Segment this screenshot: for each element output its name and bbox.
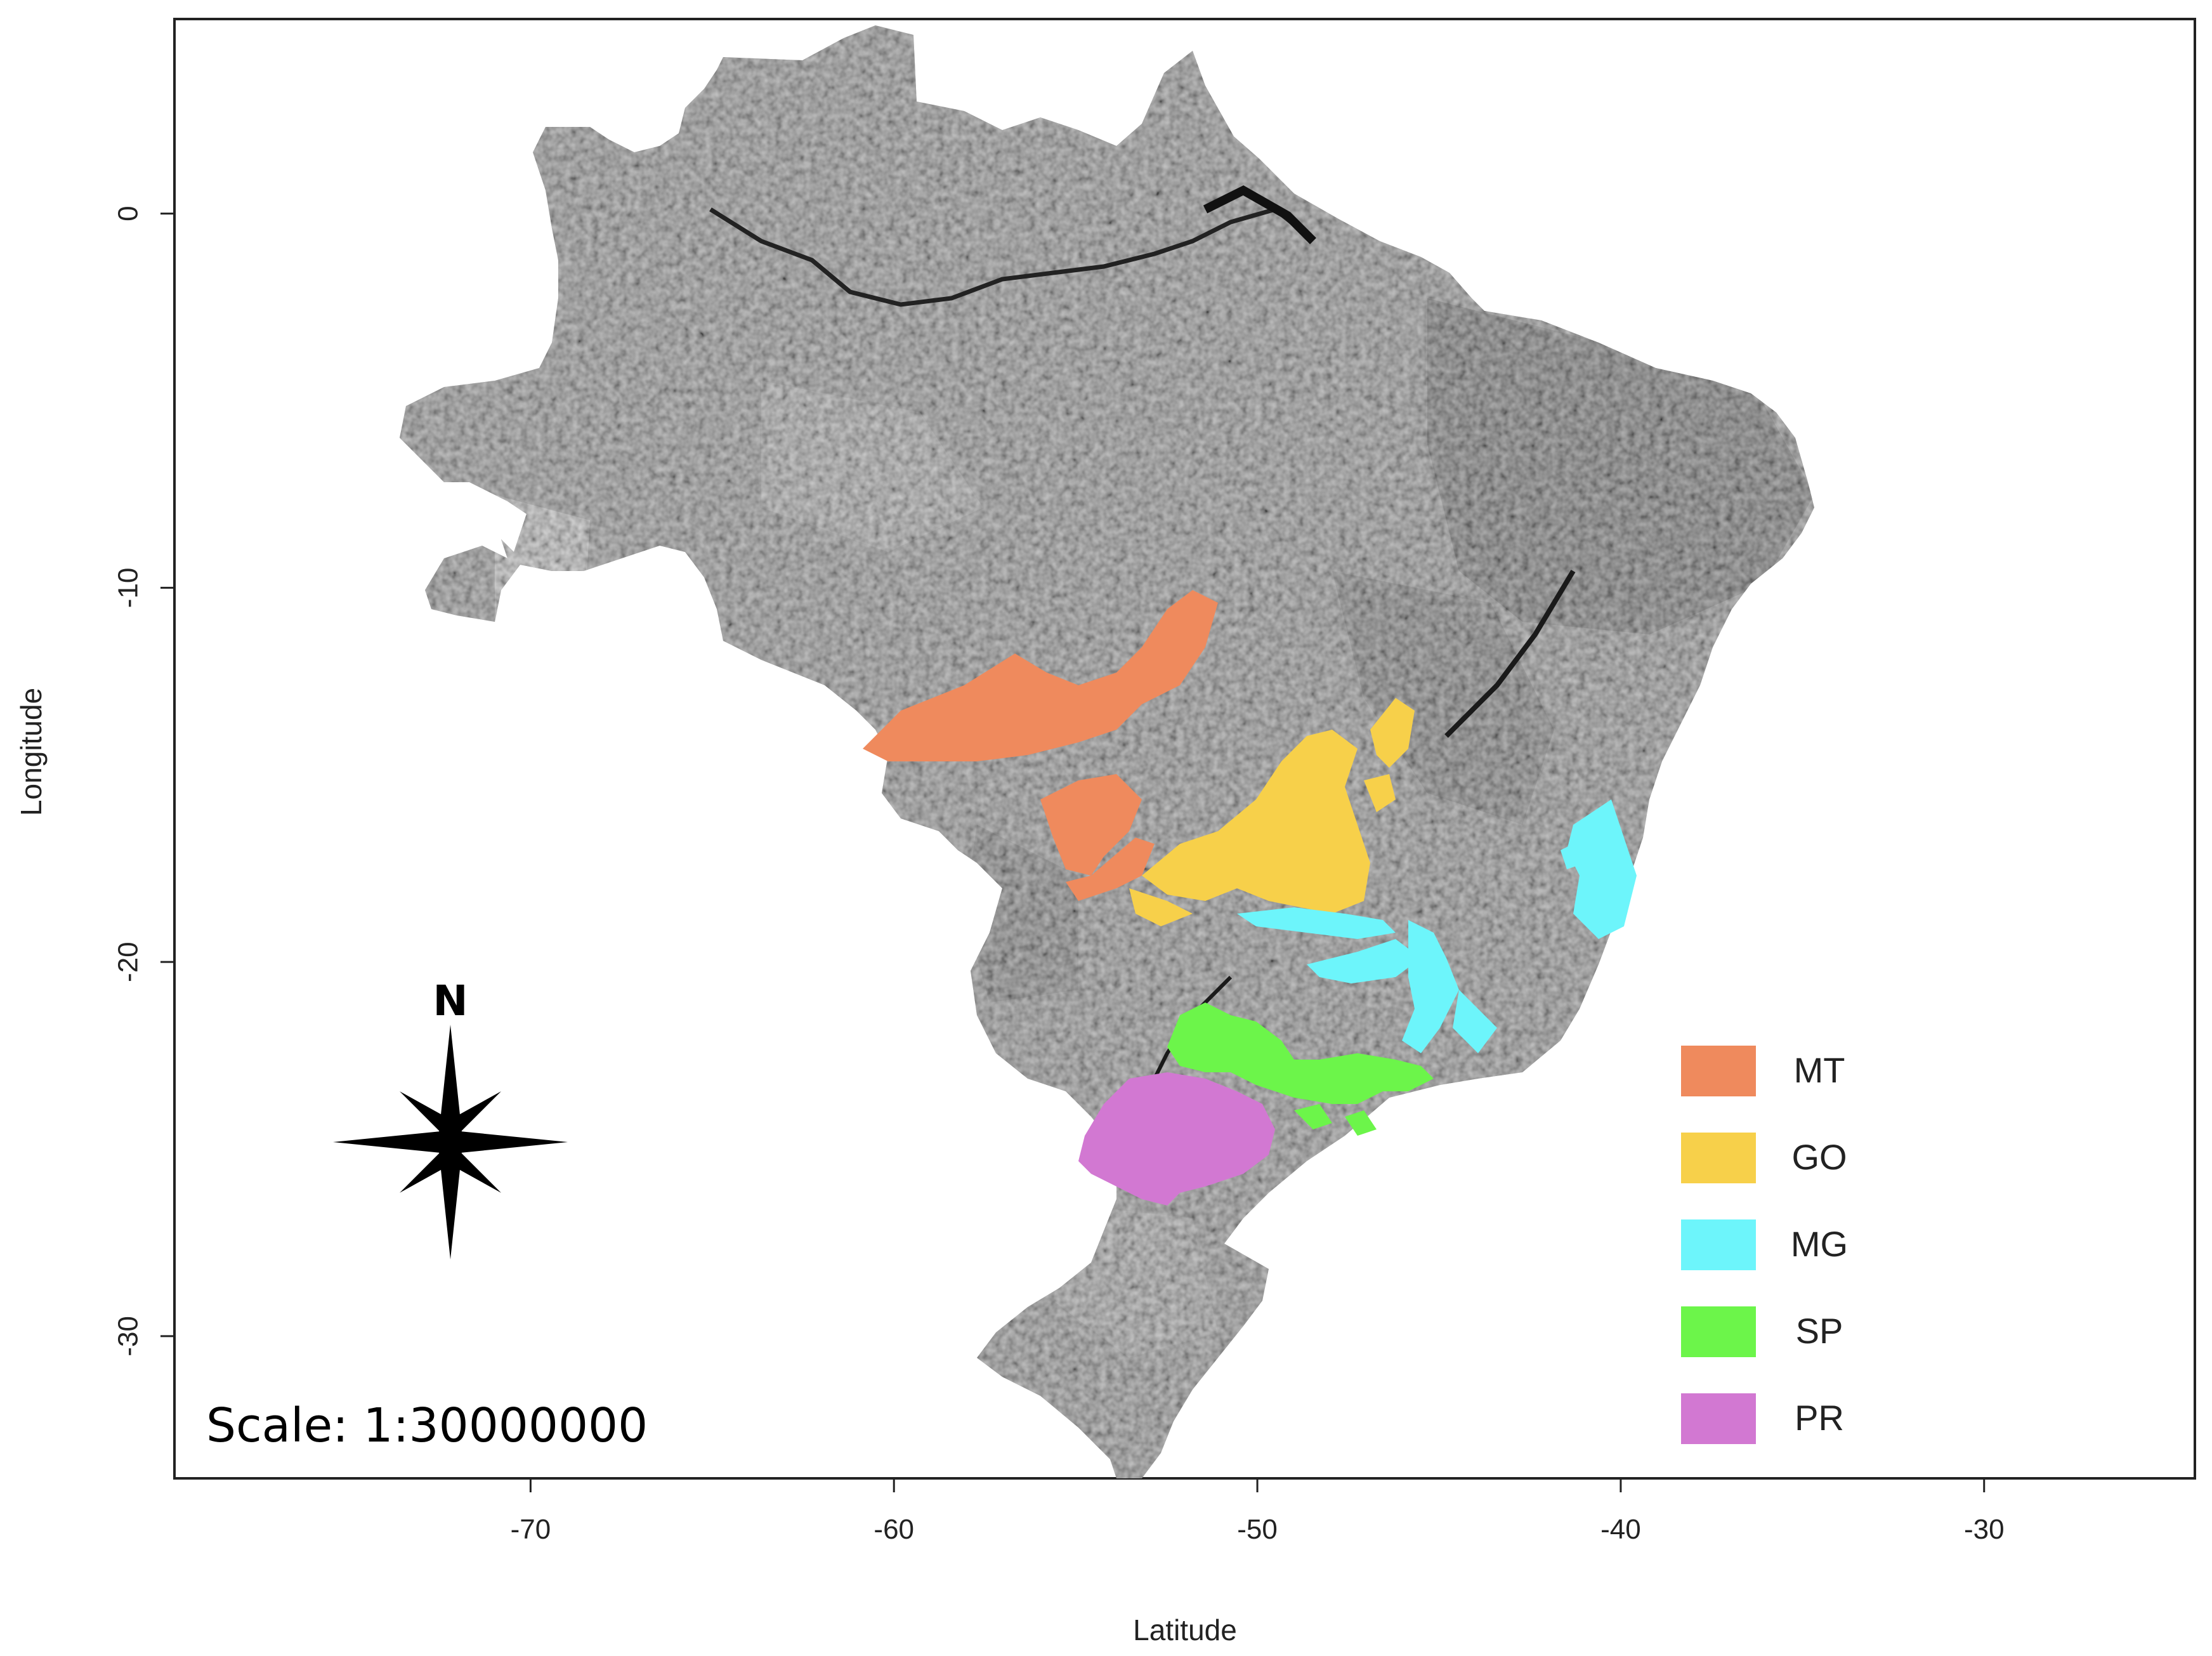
y-axis-label: Longitude	[15, 688, 48, 816]
x-tick-label: -50	[1237, 1514, 1278, 1545]
x-tick-label: -30	[1964, 1514, 2005, 1545]
compass-north-point	[439, 1025, 462, 1133]
legend-swatch-mt	[1681, 1046, 1756, 1096]
state-overlays	[863, 590, 1637, 1206]
compass-east-point	[460, 1131, 568, 1153]
x-axis-label: Latitude	[1133, 1613, 1237, 1646]
legend-label-sp: SP	[1796, 1311, 1843, 1351]
compass-north-label: N	[433, 976, 468, 1025]
map-texture	[400, 25, 1814, 1478]
compass-diagonal-ne	[444, 1091, 501, 1136]
compass-center	[436, 1128, 464, 1156]
y-axis: 0 -10 -20 -30	[113, 206, 174, 1357]
x-axis: -70 -60 -50 -40 -30	[511, 1478, 2005, 1545]
scale-text: Scale: 1:30000000	[206, 1398, 648, 1453]
legend: MT GO MG SP PR	[1681, 1046, 1848, 1444]
legend-swatch-mg	[1681, 1219, 1756, 1270]
compass-diagonal-nw	[400, 1091, 457, 1136]
overlay-mg	[1237, 799, 1637, 1053]
legend-swatch-go	[1681, 1133, 1756, 1183]
overlay-go	[1129, 698, 1415, 926]
x-tick-label: -70	[511, 1514, 551, 1545]
overlay-mt	[863, 590, 1218, 901]
overlay-sp	[1167, 1002, 1434, 1136]
compass-rose-icon	[333, 1025, 568, 1259]
amazon-river	[709, 207, 1309, 307]
x-tick-label: -60	[874, 1514, 914, 1545]
y-tick-label: 0	[113, 206, 144, 221]
legend-label-mt: MT	[1794, 1050, 1845, 1090]
legend-label-mg: MG	[1791, 1224, 1848, 1264]
y-tick-label: -10	[113, 568, 144, 608]
compass-south-point	[439, 1152, 462, 1259]
sao-francisco-river	[1444, 569, 1576, 738]
compass-west-point	[333, 1131, 441, 1153]
overlay-pr	[1078, 1072, 1275, 1206]
compass-diagonal-sw	[400, 1148, 457, 1193]
legend-swatch-pr	[1681, 1393, 1756, 1444]
y-tick-label: -30	[113, 1316, 144, 1357]
compass-diagonal-se	[444, 1148, 501, 1193]
river-mouth	[1203, 185, 1316, 244]
x-tick-label: -40	[1600, 1514, 1641, 1545]
legend-swatch-sp	[1681, 1306, 1756, 1357]
legend-label-go: GO	[1791, 1137, 1847, 1177]
legend-label-pr: PR	[1795, 1398, 1844, 1438]
y-tick-label: -20	[113, 942, 144, 982]
plot-frame	[173, 18, 2196, 1480]
brazil-raster-map	[400, 25, 1814, 1478]
